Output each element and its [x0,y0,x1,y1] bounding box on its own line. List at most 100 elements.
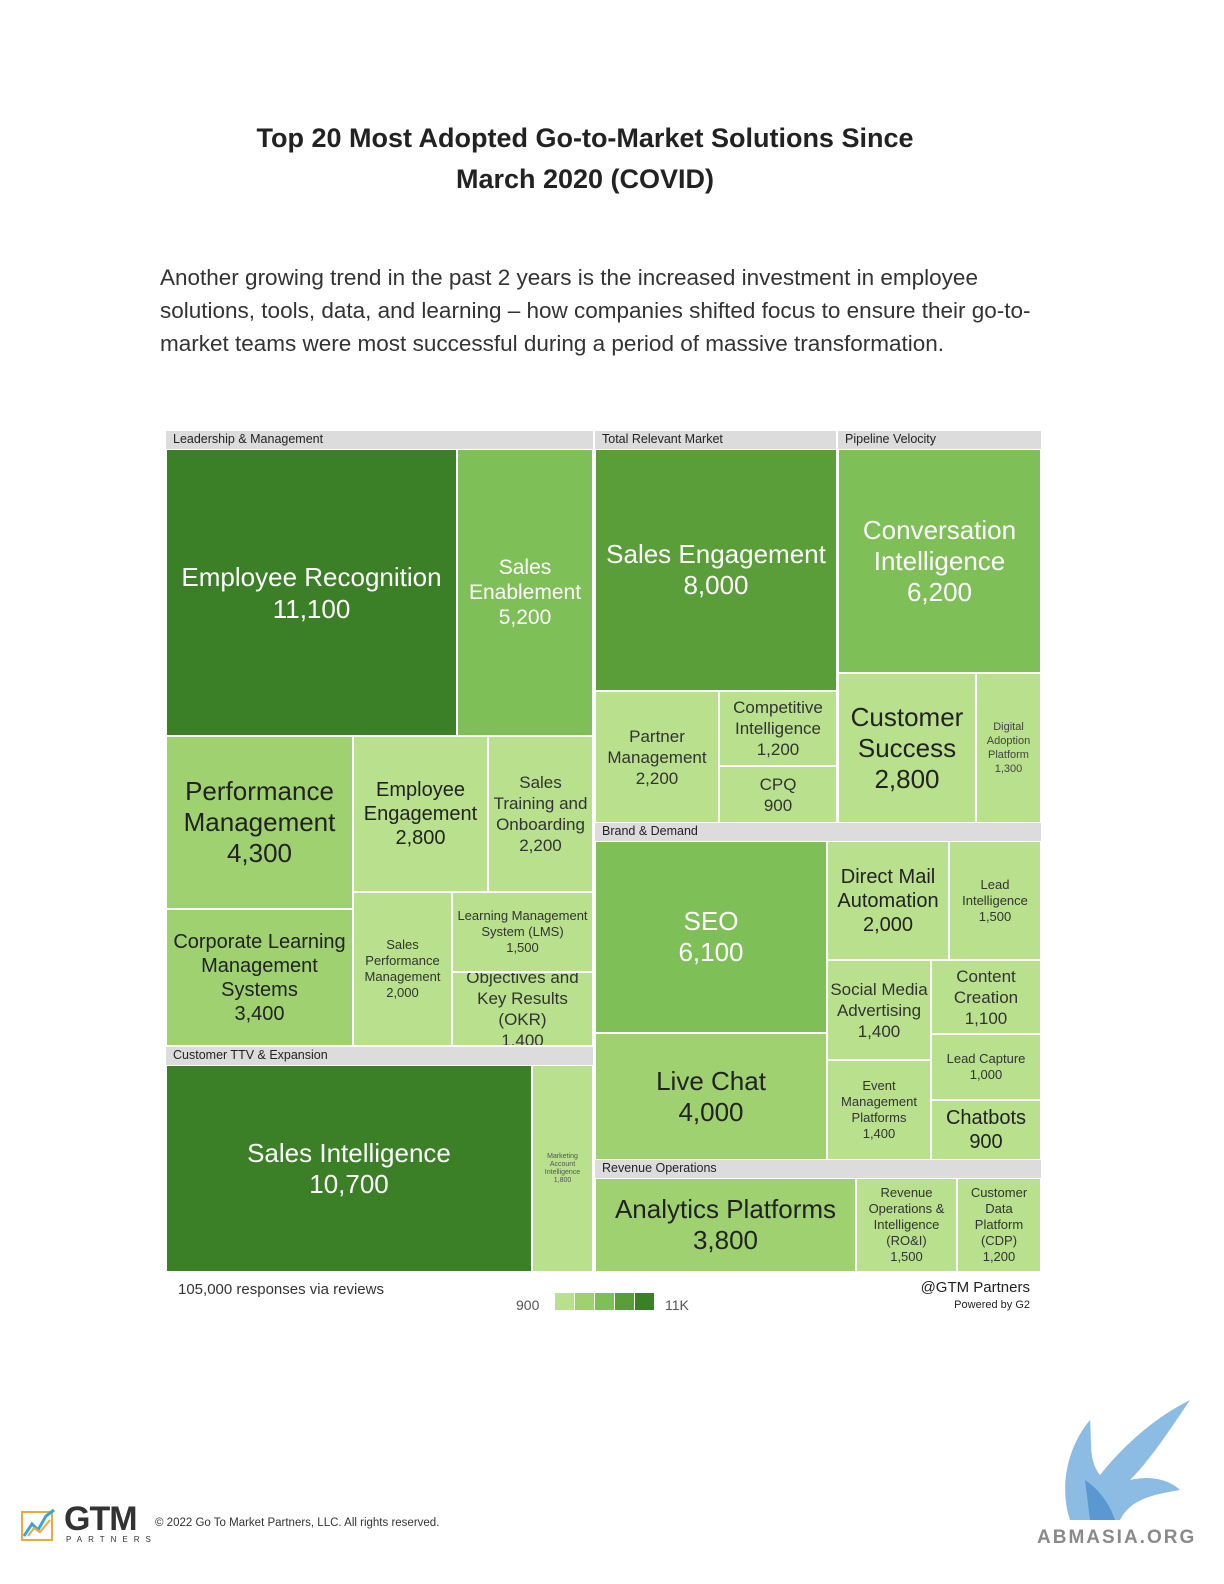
tile-value: 2,200 [635,768,679,788]
tile-label: Competitive Intelligence [733,698,823,738]
tile-value: 1,500 [978,908,1012,924]
tile-label: Learning Management System (LMS) [457,908,588,939]
tile-label: Revenue Operations & Intelligence (RO&I) [868,1185,945,1248]
tile-sales-performance-management: Sales Performance Management 2,000 [353,892,452,1046]
tile-customer-success: Customer Success 2,800 [838,673,976,823]
tile-event-management-platforms: Event Management Platforms 1,400 [827,1060,931,1160]
tile-value: 10,700 [309,1168,389,1199]
color-scale-swatch [615,1293,634,1310]
tile-direct-mail-automation: Direct Mail Automation 2,000 [827,841,949,960]
group-header-leadership-and-management: Leadership & Management [166,431,593,449]
group-header-revenue-operations: Revenue Operations [595,1160,1041,1178]
tile-marketing-account-intelligence: Marketing Account Intelligence 1,800 [532,1065,593,1272]
color-scale-bar [555,1293,655,1310]
tile-value: 1,400 [501,1031,544,1046]
color-scale-swatch [635,1293,654,1310]
tile-lead-capture: Lead Capture 1,000 [931,1034,1041,1100]
tile-label: Customer Data Platform (CDP) [970,1185,1028,1248]
griffin-watermark-icon [1065,1400,1190,1520]
group-header-label: Brand & Demand [602,824,698,838]
tile-value: 1,400 [857,1021,901,1041]
tile-sales-enablement: Sales Enablement 5,200 [457,449,593,736]
color-scale-swatch [575,1293,594,1310]
tile-value: 4,000 [678,1096,744,1127]
color-scale-min-label: 900 [516,1297,540,1313]
tile-label: Analytics Platforms [614,1194,837,1224]
credit-block: @GTM Partners Powered by G2 [921,1279,1030,1311]
tile-value: 2,000 [386,985,419,1000]
tile-lead-intelligence: Lead Intelligence 1,500 [949,841,1041,960]
tile-label: Sales Performance Management [364,937,441,984]
logo-text: GTM [64,1500,138,1538]
tile-value: 1,500 [890,1249,923,1264]
credit-text: @GTM Partners [920,1279,1030,1296]
tile-digital-adoption-platform: Digital Adoption Platform 1,300 [976,673,1041,823]
tile-content-creation: Content Creation 1,100 [931,960,1041,1034]
tile-label: SEO [683,906,739,936]
tile-value: 2,200 [519,836,562,855]
tile-value: 3,800 [692,1225,759,1255]
tile-label: Corporate Learning Management Systems [173,930,346,1001]
group-header-label: Total Relevant Market [602,432,723,446]
tile-value: 1,800 [553,1176,572,1184]
tile-label: Employee Recognition [181,561,442,592]
title-line-2: March 2020 (COVID) [455,164,715,194]
tile-corporate-learning-management-systems: Corporate Learning Management Systems 3,4… [166,909,353,1046]
group-header-brand-and-demand: Brand & Demand [595,823,1041,841]
tile-sales-intelligence: Sales Intelligence 10,700 [166,1065,532,1272]
responses-note: 105,000 responses via reviews [178,1281,384,1298]
page-title: Top 20 Most Adopted Go-to-Market Solutio… [200,118,970,200]
tile-label: Lead Intelligence [962,876,1028,908]
tile-conversation-intelligence: Conversation Intelligence 6,200 [838,449,1041,673]
title-line-1: Top 20 Most Adopted Go-to-Market Solutio… [256,123,914,153]
tile-value: 1,200 [982,1249,1016,1264]
group-header-total-relevant-market: Total Relevant Market [595,431,836,449]
tile-seo: SEO 6,100 [595,841,827,1033]
trend-chart-icon [21,1508,55,1541]
tile-objectives-and-key-results-okr: Objectives and Key Results (OKR) 1,400 [452,972,593,1046]
tile-label: Digital Adoption Platform [986,721,1031,761]
tile-label: Event Management Platforms [841,1078,917,1125]
copyright-text: © 2022 Go To Market Partners, LLC. All r… [155,1517,440,1529]
tile-chatbots: Chatbots 900 [931,1100,1041,1160]
tile-value: 4,300 [226,838,293,868]
group-header-label: Pipeline Velocity [845,432,937,446]
group-header-label: Revenue Operations [602,1161,717,1175]
tile-competitive-intelligence: Competitive Intelligence 1,200 [719,691,837,766]
tile-performance-management: Performance Management 4,300 [166,736,353,909]
tile-value: 2,000 [862,913,914,936]
tile-label: Lead Capture [946,1051,1026,1066]
tile-label: Sales Engagement [606,539,826,569]
tile-label: Objectives and Key Results (OKR) [466,972,579,1029]
tile-value: 1,400 [862,1126,896,1141]
tile-value: 6,200 [906,576,973,607]
group-header-label: Leadership & Management [173,432,324,446]
tile-partner-management: Partner Management 2,200 [595,691,719,823]
tile-label: Sales Intelligence [247,1137,451,1168]
tile-value: 6,100 [678,937,744,967]
tile-learning-management-system-lms: Learning Management System (LMS) 1,500 [452,892,593,972]
tile-cpq: CPQ 900 [719,766,837,823]
tile-value: 1,000 [969,1067,1003,1082]
tile-label: Sales Enablement [468,556,582,604]
logo-subtext: PARTNERS [66,1535,157,1544]
tile-label: Sales Training and Onboarding [493,773,588,834]
color-scale-swatch [595,1293,614,1310]
tile-value: 1,500 [506,940,539,955]
group-header-pipeline-velocity: Pipeline Velocity [838,431,1041,449]
tile-sales-engagement: Sales Engagement 8,000 [595,449,837,691]
tile-label: Marketing Account Intelligence [544,1152,581,1176]
tile-label: Chatbots [945,1107,1027,1129]
tile-value: 8,000 [683,570,749,600]
tile-label: Live Chat [656,1065,766,1096]
intro-paragraph: Another growing trend in the past 2 year… [160,265,1031,356]
tile-label: Partner Management [607,726,707,767]
color-scale-swatch [555,1293,574,1310]
tile-label: Performance Management [183,776,336,837]
color-scale-max-label: 11K [665,1297,689,1313]
watermark-text: ABMASIA.ORG [1037,1527,1197,1548]
tile-revenue-operations-and-intelligence-roandi: Revenue Operations & Intelligence (RO&I)… [856,1178,957,1272]
tile-label: Social Media Advertising [830,979,928,1020]
tile-value: 11,100 [272,593,351,624]
